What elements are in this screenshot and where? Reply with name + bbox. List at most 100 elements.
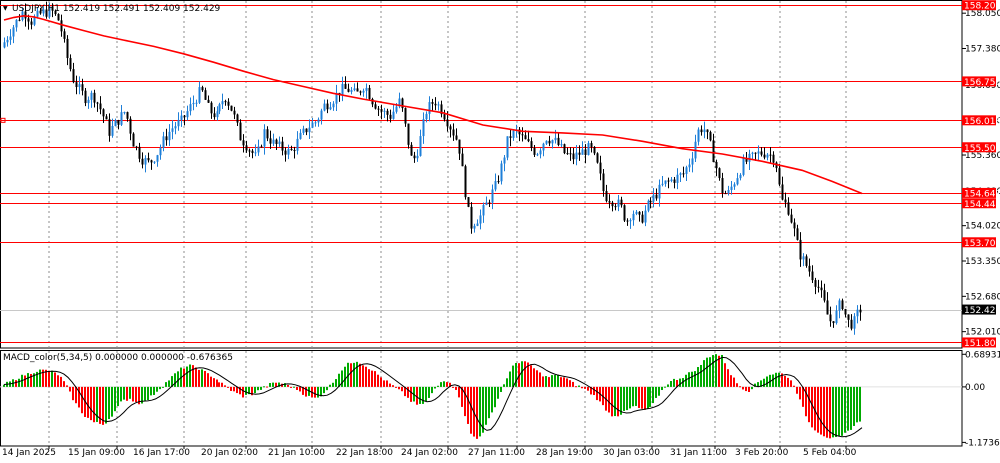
price-level-badge <box>962 337 996 348</box>
x-tick-label: 15 Jan 09:00 <box>68 448 125 458</box>
candle-body <box>171 128 174 132</box>
macd-bar <box>491 386 493 413</box>
symbol-header: USDJPY,H1 152.419 152.491 152.409 152.42… <box>12 4 221 14</box>
macd-bar <box>485 386 487 425</box>
macd-bar <box>186 366 188 387</box>
y-tick-label: 154.020 <box>965 222 1000 232</box>
macd-bar <box>772 374 774 387</box>
macd-bar <box>156 386 158 392</box>
candle-body <box>111 126 114 136</box>
macd-bar <box>760 380 762 387</box>
macd-bar <box>129 386 131 399</box>
candle-body <box>727 190 730 194</box>
candle-body <box>455 135 458 140</box>
candle-body <box>536 154 539 156</box>
candle-body <box>9 36 12 40</box>
macd-bar <box>87 386 89 418</box>
candle-body <box>254 152 257 154</box>
candle-body <box>841 300 844 310</box>
macd-bar <box>790 380 792 387</box>
macd-bar <box>733 377 735 387</box>
macd-bar <box>341 370 343 387</box>
candle-body <box>132 133 135 147</box>
candle-body <box>162 136 165 148</box>
candle-body <box>440 104 443 115</box>
candle-body <box>156 155 159 162</box>
candle-body <box>365 87 368 91</box>
candle-body <box>494 181 497 190</box>
candle-body <box>649 200 652 202</box>
candle-body <box>560 144 563 146</box>
candle-body <box>72 69 75 83</box>
macd-bar <box>572 381 574 387</box>
price-level-label: 156.018 <box>964 117 1000 127</box>
macd-bar <box>638 386 640 408</box>
macd-bar <box>93 386 95 423</box>
candle-body <box>542 143 545 151</box>
candle-body <box>461 153 464 167</box>
candle-body <box>329 107 332 110</box>
candle-body <box>811 271 814 281</box>
candle-body <box>751 152 754 154</box>
candle-body <box>350 90 353 92</box>
candle-body <box>629 220 632 222</box>
macd-bar <box>754 383 756 387</box>
macd-bar <box>787 377 789 387</box>
candle-body <box>344 83 347 89</box>
macd-bar <box>464 386 466 417</box>
macd-bar <box>781 373 783 387</box>
macd-bar <box>796 386 798 394</box>
macd-bar <box>470 386 472 434</box>
candle-body <box>81 84 84 91</box>
current-price-badge <box>962 304 996 315</box>
macd-bar <box>266 386 268 388</box>
candle-body <box>844 309 847 315</box>
macd-bar <box>844 386 846 433</box>
macd-bar <box>823 386 825 437</box>
price-level-badge <box>962 142 996 153</box>
candle-body <box>296 138 299 151</box>
macd-bar <box>644 386 646 410</box>
candle-body <box>599 162 602 174</box>
candle-body <box>78 84 81 88</box>
macd-bar <box>99 386 101 424</box>
candle-body <box>784 199 787 203</box>
macd-bar <box>335 379 337 387</box>
macd-bar <box>15 380 17 387</box>
candle-body <box>449 126 452 130</box>
macd-bar <box>443 381 445 387</box>
price-level-badge <box>962 237 996 248</box>
candle-body <box>476 223 479 226</box>
main-pane-frame <box>0 0 963 349</box>
candle-body <box>314 122 317 124</box>
candle-body <box>147 158 150 161</box>
candle-body <box>177 119 180 127</box>
macd-bar <box>721 354 723 387</box>
macd-bar <box>545 376 547 387</box>
macd-bar <box>236 386 238 394</box>
candle-body <box>467 197 470 207</box>
macd-bar <box>566 378 568 387</box>
macd-bar <box>45 369 47 387</box>
macd-bar <box>679 378 681 387</box>
x-tick-label: 21 Jan 10:00 <box>268 448 325 458</box>
candle-body <box>706 129 709 133</box>
macd-bar <box>42 369 44 387</box>
macd-bar <box>177 371 179 387</box>
macd-bar <box>126 386 128 401</box>
macd-bar <box>715 354 717 387</box>
macd-bar <box>817 386 819 433</box>
macd-bar <box>344 366 346 387</box>
price-level-label: 155.507 <box>964 144 1000 154</box>
candle-body <box>284 150 287 155</box>
macd-bar <box>305 386 307 397</box>
candle-body <box>664 180 667 184</box>
macd-bar <box>590 386 592 395</box>
candle-body <box>470 206 473 229</box>
macd-bar <box>198 369 200 387</box>
macd-bar <box>709 357 711 387</box>
candle-body <box>787 202 790 215</box>
candle-body <box>527 139 530 142</box>
